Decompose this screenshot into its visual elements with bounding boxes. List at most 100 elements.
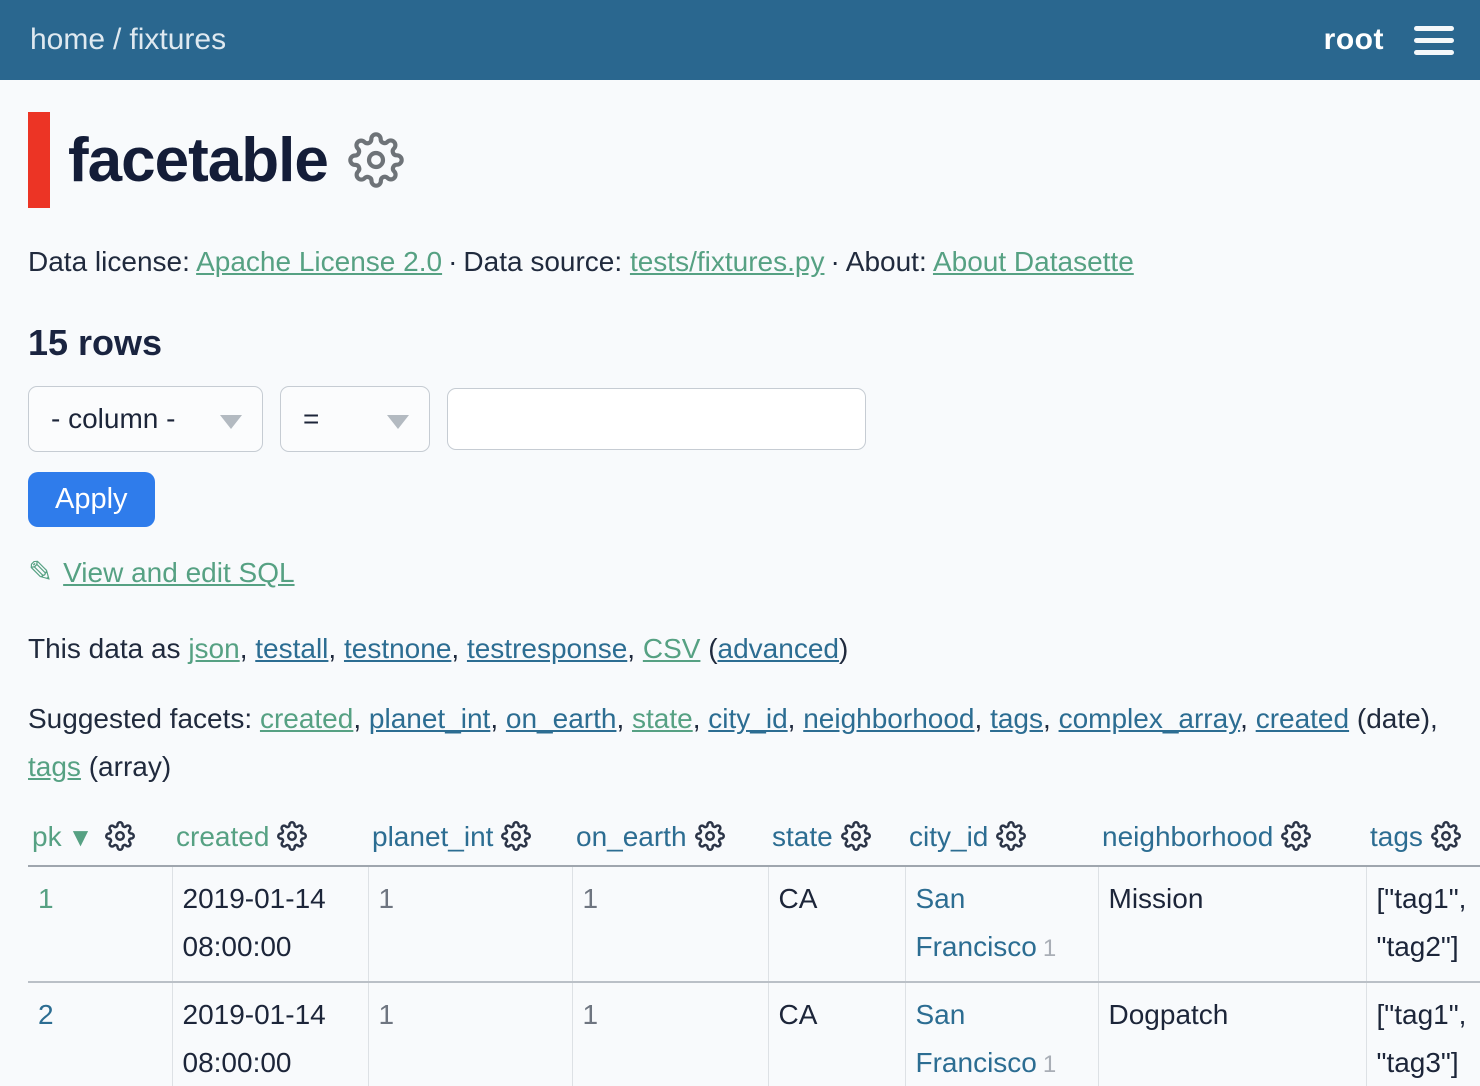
chevron-down-icon xyxy=(387,415,409,429)
sort-desc-icon: ▼ xyxy=(67,822,94,852)
facet-link-neighborhood[interactable]: neighborhood xyxy=(803,703,975,734)
accent-bar xyxy=(28,112,50,208)
navbar-right: root xyxy=(1324,23,1454,57)
filter-operator-value: = xyxy=(303,403,320,434)
filter-value-input[interactable] xyxy=(447,388,866,450)
export-link-advanced[interactable]: advanced xyxy=(717,633,839,664)
filter-operator-select[interactable]: = xyxy=(280,386,430,452)
breadcrumb: home / fixtures xyxy=(30,23,226,57)
column-header-city-id-link[interactable]: city_id xyxy=(909,821,989,852)
column-header-state-link[interactable]: state xyxy=(772,821,833,852)
cell-city-id: San Francisco 1 xyxy=(904,982,1098,1086)
cell-tags: ["tag1", "tag2"] xyxy=(1365,866,1480,983)
data-source-link[interactable]: tests/fixtures.py xyxy=(629,246,825,277)
breadcrumb-fixtures-link[interactable]: fixtures xyxy=(129,23,227,56)
column-gear-icon[interactable] xyxy=(996,821,1027,851)
facet-link-tags[interactable]: tags xyxy=(990,703,1043,734)
column-header-planet-int: planet_int xyxy=(368,815,572,867)
cell-neighborhood: Dogpatch xyxy=(1097,982,1366,1086)
filter-row: - column - = xyxy=(28,386,1452,452)
export-link-testnone[interactable]: testnone xyxy=(343,633,452,664)
column-header-neighborhood: neighborhood xyxy=(1098,815,1366,867)
cell-neighborhood: Mission xyxy=(1097,866,1366,983)
cell-created: 2019-01-14 08:00:00 xyxy=(171,982,368,1086)
column-header-pk-link[interactable]: pk xyxy=(32,821,62,852)
cell-tags: ["tag1", "tag3"] xyxy=(1365,982,1480,1086)
column-header-on-earth-link[interactable]: on_earth xyxy=(576,821,687,852)
filter-column-value: - column - xyxy=(51,403,176,434)
breadcrumb-home-link[interactable]: home xyxy=(30,23,106,56)
license-label: Data license: xyxy=(28,246,190,277)
view-edit-sql-link[interactable]: View and edit SQL xyxy=(63,557,295,588)
column-gear-icon[interactable] xyxy=(1281,821,1312,851)
facet-link-created-date[interactable]: created xyxy=(1255,703,1350,734)
row-pk-link[interactable]: 2 xyxy=(38,999,54,1030)
column-gear-icon[interactable] xyxy=(501,821,532,851)
page-title: facetable xyxy=(68,125,329,195)
license-link[interactable]: Apache License 2.0 xyxy=(196,246,443,277)
page-title-row: facetable xyxy=(28,112,1480,208)
results-table: pk ▼ created planet_int on_earth state ci… xyxy=(28,815,1480,1086)
hamburger-menu-icon[interactable] xyxy=(1414,25,1454,55)
apply-button[interactable]: Apply xyxy=(28,472,155,527)
sql-link-row: ✎ View and edit SQL xyxy=(28,553,1452,593)
breadcrumb-separator: / xyxy=(113,23,122,56)
cell-on-earth: 1 xyxy=(571,982,768,1086)
column-gear-icon[interactable] xyxy=(277,821,308,851)
about-label: About: xyxy=(845,246,927,277)
chevron-down-icon xyxy=(220,415,242,429)
table-row: 2 2019-01-14 08:00:00 1 1 CA San Francis… xyxy=(28,982,1480,1086)
city-link[interactable]: San Francisco xyxy=(915,999,1037,1078)
column-header-tags: tags xyxy=(1366,815,1480,867)
column-gear-icon[interactable] xyxy=(1430,821,1461,851)
logged-in-user[interactable]: root xyxy=(1323,23,1384,56)
column-gear-icon[interactable] xyxy=(105,821,136,851)
facet-link-on-earth[interactable]: on_earth xyxy=(505,703,617,734)
filter-column-select[interactable]: - column - xyxy=(28,386,263,452)
city-link[interactable]: San Francisco xyxy=(915,883,1037,962)
column-gear-icon[interactable] xyxy=(694,821,725,851)
export-prefix: This data as xyxy=(28,633,189,664)
export-link-json[interactable]: json xyxy=(188,633,240,664)
cell-state: CA xyxy=(767,866,905,983)
export-link-testresponse[interactable]: testresponse xyxy=(466,633,628,664)
facet-link-city-id[interactable]: city_id xyxy=(708,703,788,734)
pencil-icon: ✎ xyxy=(28,556,54,589)
row-count-heading: 15 rows xyxy=(28,322,163,363)
results-table-wrapper: pk ▼ created planet_int on_earth state ci… xyxy=(28,815,1480,1086)
separator-dot: · xyxy=(448,246,458,277)
cell-pk: 2 xyxy=(28,982,172,1086)
column-header-tags-link[interactable]: tags xyxy=(1370,821,1423,852)
cell-state: CA xyxy=(767,982,905,1086)
facet-link-state[interactable]: state xyxy=(632,703,693,734)
export-link-testall[interactable]: testall xyxy=(255,633,329,664)
column-header-planet-int-link[interactable]: planet_int xyxy=(372,821,494,852)
export-link-csv[interactable]: CSV xyxy=(642,633,701,664)
suggested-facets-row: Suggested facets: created, planet_int, o… xyxy=(28,703,1438,782)
table-row: 1 2019-01-14 08:00:00 1 1 CA San Francis… xyxy=(28,866,1480,983)
navbar: home / fixtures root xyxy=(0,0,1480,80)
column-header-state: state xyxy=(768,815,905,867)
cell-created: 2019-01-14 08:00:00 xyxy=(171,866,368,983)
column-header-on-earth: on_earth xyxy=(572,815,768,867)
source-label: Data source: xyxy=(463,246,623,277)
column-gear-icon[interactable] xyxy=(840,821,871,851)
facet-link-tags-array[interactable]: tags xyxy=(28,751,81,782)
row-pk-link[interactable]: 1 xyxy=(38,883,54,914)
export-links-row: This data as json, testall, testnone, te… xyxy=(28,633,849,664)
metadata-line: Data license: Apache License 2.0 · Data so… xyxy=(28,244,1452,280)
cell-pk: 1 xyxy=(28,866,172,983)
table-settings-gear-icon[interactable] xyxy=(348,132,404,188)
about-link[interactable]: About Datasette xyxy=(932,246,1134,277)
facet-link-created[interactable]: created xyxy=(259,703,354,734)
facet-link-planet-int[interactable]: planet_int xyxy=(368,703,491,734)
facet-link-complex-array[interactable]: complex_array xyxy=(1058,703,1241,734)
table-header-row: pk ▼ created planet_int on_earth state ci… xyxy=(28,815,1480,867)
column-header-neighborhood-link[interactable]: neighborhood xyxy=(1102,821,1274,852)
facets-prefix: Suggested facets: xyxy=(28,703,260,734)
separator-dot: · xyxy=(830,246,840,277)
column-header-created-link[interactable]: created xyxy=(176,821,270,852)
cell-planet-int: 1 xyxy=(367,866,572,983)
cell-city-id: San Francisco 1 xyxy=(904,866,1098,983)
cell-on-earth: 1 xyxy=(571,866,768,983)
